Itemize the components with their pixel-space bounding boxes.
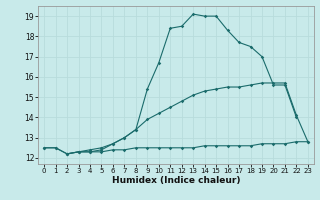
X-axis label: Humidex (Indice chaleur): Humidex (Indice chaleur) [112, 176, 240, 185]
